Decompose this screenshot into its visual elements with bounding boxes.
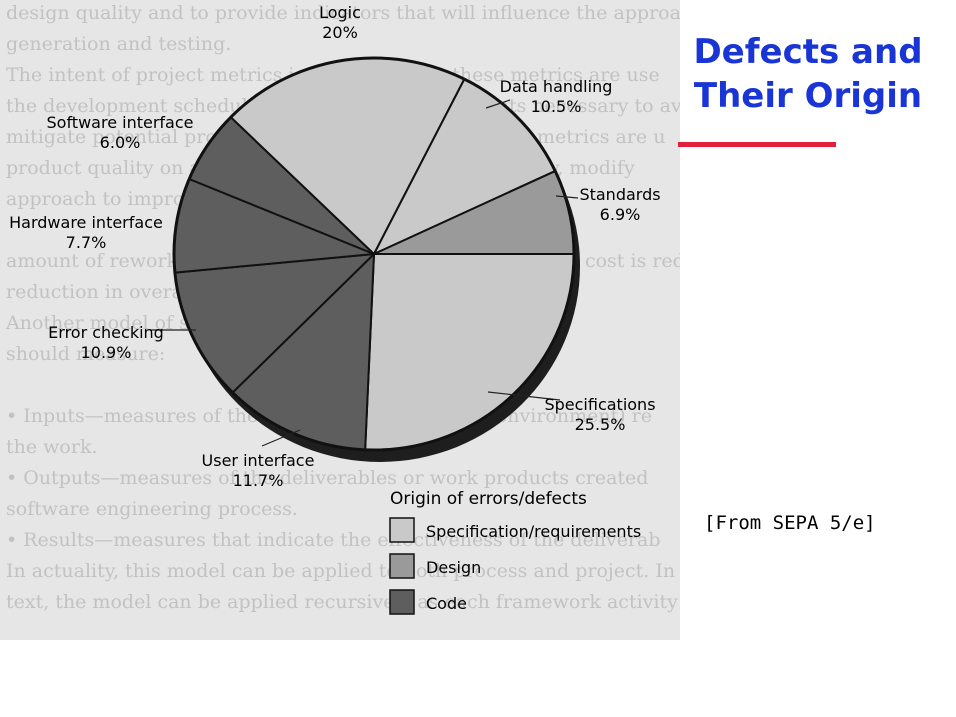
slice-value-label: 11.7% [233,471,284,490]
background-text-line: should measure: [6,343,166,365]
slice-value-label: 10.5% [531,97,582,116]
pie-outline [172,56,576,452]
slice-label: Hardware interface [9,213,163,232]
leader-line [487,391,561,401]
slice-label: Error checking [48,323,164,342]
background-text-line: design quality and to provide indicators… [6,2,680,24]
background-text-line: generation and testing. [6,33,232,55]
slice-value-label: 25.5% [575,415,626,434]
background-text-line: software engineering process. [6,498,298,520]
legend-swatch [389,553,415,579]
slide-title: Defects and Their Origin [668,30,948,118]
title-underline [678,142,836,147]
slice-label: User interface [202,451,315,470]
legend-swatch [389,517,415,543]
leader-line [555,195,579,199]
legend-swatch [389,589,415,615]
pie-slice-specifications [364,253,575,451]
legend-entry-label: Code [426,594,467,613]
background-text-line: In actuality, this model can be applied … [6,560,680,582]
leader-line [261,429,301,447]
slice-label: Logic [319,3,361,22]
scanned-figure: design quality and to provide indicators… [0,0,680,640]
slice-value-label: 10.9% [81,343,132,362]
source-note: [From SEPA 5/e] [704,512,876,534]
legend-entry-label: Specification/requirements [426,522,641,541]
slice-label: Data handling [500,77,613,96]
legend-entry-label: Design [426,558,481,577]
leader-line [485,99,511,109]
background-text-line: • Results—measures that indicate the eff… [6,529,661,551]
background-text-line: text, the model can be applied recursive… [6,591,680,613]
slice-label: Specifications [544,395,655,414]
legend-title: Origin of errors/defects [390,489,587,509]
slice-value-label: 7.7% [66,233,107,252]
slice-value-label: 6.0% [100,133,141,152]
background-text-line: • Outputs—measures of the deliverables o… [6,467,649,489]
background-text-line: the work. [6,436,98,458]
slice-value-label: 20% [322,23,358,42]
title-line-2: Their Origin [693,76,923,116]
slice-label: Standards [579,185,660,204]
slice-value-label: 6.9% [600,205,641,224]
title-line-1: Defects and [693,32,923,72]
slice-label: Software interface [47,113,194,132]
